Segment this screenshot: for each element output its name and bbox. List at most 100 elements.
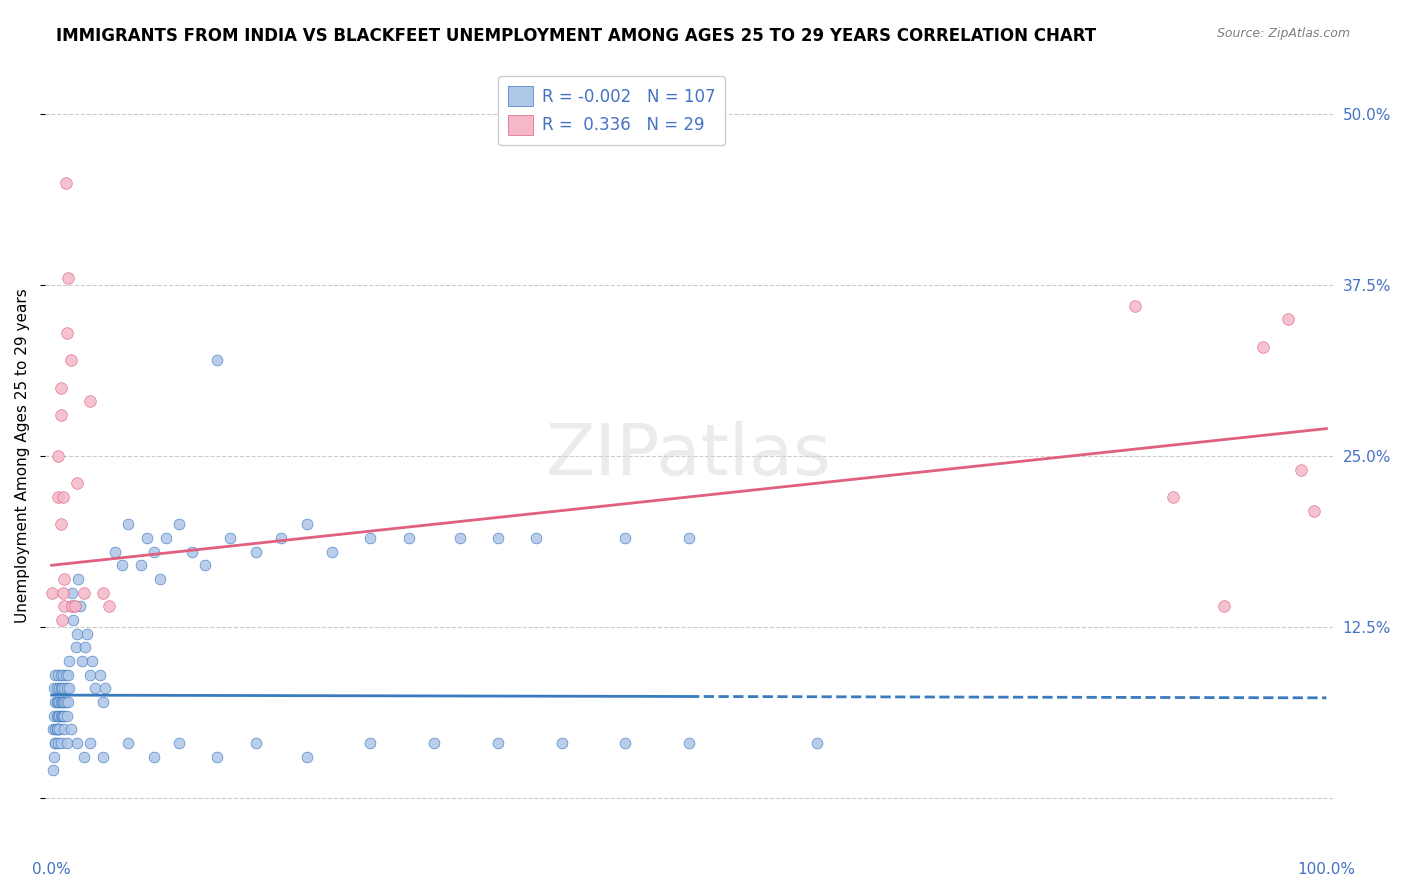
Point [42, 723, 65, 737]
Point [63, 599, 86, 614]
Point [359, 531, 381, 545]
Point [44, 667, 66, 681]
Point [49, 681, 72, 696]
Point [104, 544, 127, 558]
Point [1123, 299, 1146, 313]
Point [1213, 599, 1236, 614]
Point [73, 640, 96, 655]
Point [84, 681, 107, 696]
Point [167, 736, 190, 750]
Point [59, 599, 82, 614]
Point [46, 667, 69, 681]
Point [1289, 462, 1312, 476]
Point [44, 749, 66, 764]
Point [56, 681, 79, 696]
Point [45, 681, 67, 696]
Text: ZIPatlas: ZIPatlas [546, 421, 832, 491]
Point [60, 599, 83, 614]
Point [53, 695, 76, 709]
Point [79, 667, 101, 681]
Point [219, 531, 242, 545]
Point [45, 723, 67, 737]
Point [82, 654, 104, 668]
Point [53, 572, 76, 586]
Point [89, 667, 111, 681]
Point [48, 723, 70, 737]
Point [41, 585, 63, 599]
Point [117, 517, 139, 532]
Point [69, 599, 91, 614]
Point [58, 667, 80, 681]
Point [56, 708, 79, 723]
Point [1302, 503, 1324, 517]
Point [79, 394, 101, 409]
Point [51, 708, 73, 723]
Point [51, 613, 73, 627]
Point [55, 176, 77, 190]
Point [614, 531, 637, 545]
Point [550, 736, 572, 750]
Point [53, 708, 76, 723]
Point [46, 449, 69, 463]
Point [678, 531, 700, 545]
Point [49, 695, 72, 709]
Point [449, 531, 471, 545]
Point [67, 572, 90, 586]
Point [63, 599, 86, 614]
Point [91, 585, 114, 599]
Point [46, 736, 69, 750]
Point [44, 736, 66, 750]
Point [94, 681, 117, 696]
Point [58, 271, 80, 285]
Point [194, 558, 217, 573]
Point [55, 695, 77, 709]
Point [398, 531, 420, 545]
Point [180, 544, 202, 558]
Point [136, 531, 159, 545]
Point [49, 736, 72, 750]
Point [49, 517, 72, 532]
Point [66, 736, 89, 750]
Point [44, 681, 66, 696]
Point [295, 749, 318, 764]
Point [72, 749, 94, 764]
Point [45, 695, 67, 709]
Point [486, 736, 509, 750]
Point [58, 654, 80, 668]
Point [59, 723, 82, 737]
Point [142, 544, 165, 558]
Point [117, 736, 139, 750]
Point [1251, 340, 1274, 354]
Point [321, 544, 343, 558]
Point [42, 764, 65, 778]
Point [49, 667, 72, 681]
Point [270, 531, 292, 545]
Point [56, 326, 79, 340]
Point [53, 681, 76, 696]
Point [486, 531, 509, 545]
Point [98, 599, 121, 614]
Point [245, 736, 267, 750]
Point [678, 736, 700, 750]
Point [76, 626, 98, 640]
Point [45, 723, 67, 737]
Point [129, 558, 152, 573]
Y-axis label: Unemployment Among Ages 25 to 29 years: Unemployment Among Ages 25 to 29 years [15, 289, 30, 624]
Point [167, 517, 190, 532]
Point [207, 353, 229, 368]
Point [111, 558, 134, 573]
Point [91, 749, 114, 764]
Point [359, 736, 381, 750]
Point [72, 585, 94, 599]
Point [48, 695, 70, 709]
Point [52, 585, 75, 599]
Point [524, 531, 547, 545]
Point [53, 723, 76, 737]
Point [149, 572, 172, 586]
Point [1277, 312, 1299, 326]
Point [44, 723, 66, 737]
Point [48, 708, 70, 723]
Point [49, 708, 72, 723]
Legend: R = -0.002   N = 107, R =  0.336   N = 29: R = -0.002 N = 107, R = 0.336 N = 29 [498, 76, 725, 145]
Point [207, 749, 229, 764]
